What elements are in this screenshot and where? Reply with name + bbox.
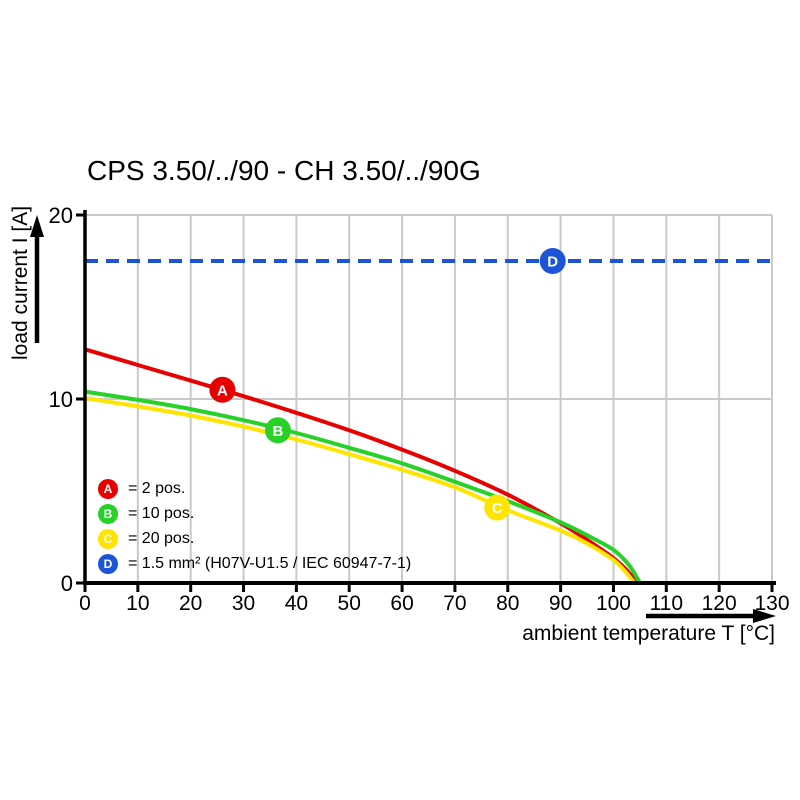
x-tick-label-20: 20 <box>179 592 202 615</box>
marker-D <box>539 248 566 274</box>
x-axis-arrow-head-icon <box>753 609 776 623</box>
marker-letter-A: A <box>217 382 228 399</box>
legend-item-B: B = 10 pos. <box>98 504 411 524</box>
x-tick-label-110: 110 <box>650 592 683 615</box>
x-tick-label-30: 30 <box>232 592 255 615</box>
marker-letter-C: C <box>492 500 503 517</box>
y-axis-label: load current I [A] <box>9 205 32 360</box>
legend-text-D: = 1.5 mm² (H07V-U1.5 / IEC 60947-7-1) <box>128 555 412 572</box>
x-tick-label-60: 60 <box>390 592 413 615</box>
curve-C <box>84 396 637 585</box>
y-axis-arrow-head-icon <box>30 215 44 237</box>
legend-dot-C-icon: C <box>98 529 118 549</box>
marker-letter-B: B <box>272 423 283 440</box>
legend-dot-A-icon: A <box>98 479 118 499</box>
legend-dot-D-icon: D <box>98 554 118 574</box>
marker-letter-D: D <box>547 254 558 271</box>
marker-B <box>264 417 291 444</box>
x-tick-label-50: 50 <box>338 592 361 615</box>
x-tick-label-100: 100 <box>596 592 631 615</box>
curve-B <box>84 389 642 585</box>
legend-text-C: = 20 pos. <box>128 530 195 547</box>
legend-text-B: = 10 pos. <box>128 505 195 522</box>
x-tick-label-10: 10 <box>126 592 149 615</box>
marker-C <box>484 494 511 521</box>
legend-dot-B-icon: B <box>98 504 118 524</box>
x-axis-label: ambient temperature T [°C] <box>522 622 775 645</box>
legend-item-D: D = 1.5 mm² (H07V-U1.5 / IEC 60947-7-1) <box>98 554 411 574</box>
y-tick-label-20: 20 <box>49 203 73 228</box>
x-tick-label-70: 70 <box>443 592 466 615</box>
legend-item-C: C = 20 pos. <box>98 529 411 549</box>
legend-text-A: = 2 pos. <box>128 480 186 497</box>
legend-item-A: A = 2 pos. <box>98 479 411 499</box>
x-tick-label-0: 0 <box>79 592 91 615</box>
chart-title: CPS 3.50/../90 - CH 3.50/../90G <box>87 155 481 186</box>
x-tick-label-80: 80 <box>496 592 519 615</box>
x-tick-label-40: 40 <box>285 592 308 615</box>
x-tick-label-90: 90 <box>549 592 572 615</box>
y-tick-label-10: 10 <box>49 387 73 412</box>
x-tick-label-130: 130 <box>754 592 789 615</box>
legend: A = 2 pos. B = 10 pos. C = 20 pos. D = 1.5 mm² … <box>98 479 411 579</box>
x-tick-label-120: 120 <box>702 592 737 615</box>
y-tick-label-0: 0 <box>61 571 73 596</box>
marker-A <box>209 376 236 403</box>
